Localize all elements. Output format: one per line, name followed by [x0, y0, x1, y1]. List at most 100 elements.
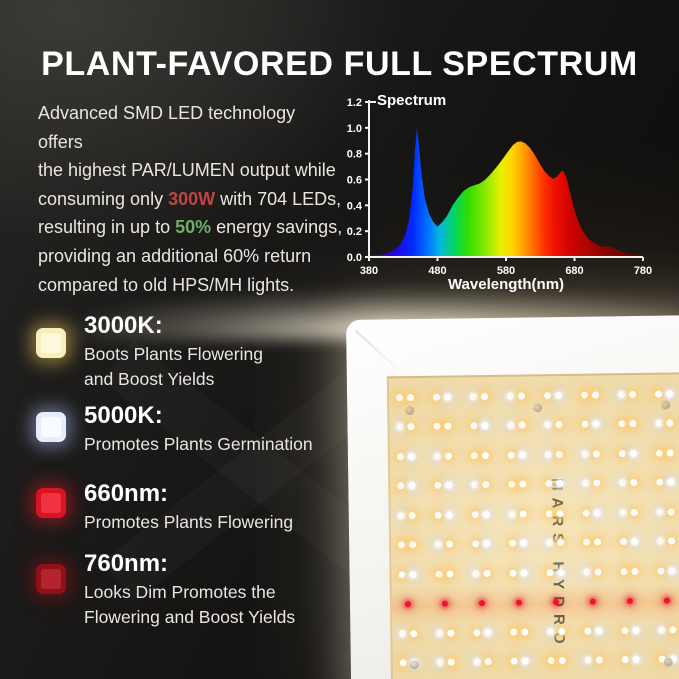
led-dot — [397, 511, 405, 519]
led-dot — [657, 567, 665, 575]
led-dot — [584, 627, 592, 635]
led-dot — [407, 452, 415, 460]
spectrum-curve — [369, 127, 643, 257]
led-dot — [435, 540, 443, 548]
led-dot — [582, 479, 590, 487]
led-dot — [445, 511, 453, 519]
led-dot — [555, 450, 563, 458]
led-dot — [518, 421, 526, 429]
led-dot — [630, 478, 638, 487]
led-dot — [555, 420, 563, 429]
led-dot — [433, 422, 441, 430]
led-dot — [632, 626, 640, 634]
led-dot — [396, 393, 404, 401]
led-dot — [581, 391, 589, 399]
led-dot — [618, 449, 626, 457]
led-dot — [435, 570, 443, 578]
led-dot — [544, 421, 552, 429]
led-dot — [470, 392, 478, 400]
led-dot — [436, 629, 444, 637]
led-dot — [509, 539, 517, 547]
spectrum-chart: Spectrum 380 480 580 680 780 0.0 0.2 0.4 0.6 0.8 1… — [341, 90, 671, 302]
led-dot — [545, 509, 553, 517]
led-dot — [668, 566, 676, 575]
led-dot — [546, 539, 554, 547]
led-dot — [408, 482, 416, 490]
led-dot — [592, 390, 600, 399]
led-dot — [409, 541, 417, 549]
led-dot — [547, 627, 555, 635]
intro-text: resulting in up to — [38, 217, 176, 238]
led-dot — [593, 508, 601, 517]
led-dot — [507, 421, 515, 429]
led-dot — [398, 570, 406, 578]
led-dot-red — [441, 600, 449, 607]
led-dot — [594, 538, 602, 546]
led-dot — [399, 629, 407, 637]
led-dot — [445, 481, 453, 489]
led-dot — [433, 452, 441, 460]
led-dot — [667, 507, 675, 516]
screw — [405, 406, 415, 416]
y-tick-label: 0.8 — [347, 149, 362, 161]
led-board: MARS HYDRO — [386, 371, 679, 679]
legend-text: 760nm: Looks Dim Promotes the Flowering … — [84, 550, 295, 630]
led-dot — [407, 393, 415, 401]
chart-title: Spectrum — [377, 92, 447, 109]
led-dot — [630, 508, 638, 516]
led-dot-red — [663, 597, 670, 604]
led-dot — [398, 541, 406, 549]
intro-line: consuming only 300W with 704 LEDs, — [38, 185, 343, 214]
led-dot — [472, 540, 480, 548]
led-dot — [410, 629, 418, 637]
led-dot — [656, 508, 664, 516]
led-dot-red — [552, 598, 559, 605]
led-dot — [444, 393, 452, 401]
led-dot — [557, 568, 565, 576]
screw — [533, 403, 543, 413]
led-dot — [470, 451, 478, 459]
led-dot — [655, 390, 663, 398]
y-tick-label: 0.6 — [347, 175, 362, 187]
led-dot — [667, 478, 675, 486]
led-dot — [399, 659, 407, 667]
led-dot — [658, 626, 666, 634]
led-dot — [447, 658, 455, 666]
led-dot — [668, 537, 676, 545]
x-tick-label: 780 — [634, 265, 652, 277]
led-dot — [621, 626, 629, 634]
led-dot — [593, 479, 601, 487]
led-dot — [482, 510, 490, 518]
led-dot — [669, 625, 677, 634]
brand-logo-text: MARS HYDRO — [548, 477, 568, 651]
intro-text: energy savings, — [211, 217, 343, 238]
x-tick-label: 480 — [428, 265, 446, 277]
led-dot — [434, 481, 442, 489]
led-dot — [544, 450, 552, 458]
red-led-band — [391, 581, 679, 627]
led-dot — [556, 479, 564, 488]
legend-text: 5000K: Promotes Plants Germination — [84, 402, 313, 457]
led-dot — [472, 569, 480, 577]
led-dot — [483, 569, 491, 577]
led-dot — [619, 479, 627, 487]
spectrum-plot: 380 480 580 680 780 0.0 0.2 0.4 0.6 0.8 1.0 1.2 — [347, 97, 652, 277]
led-dot — [558, 627, 566, 635]
intro-highlight: 300W — [168, 188, 216, 209]
led-dot — [519, 480, 527, 488]
led-dot — [510, 657, 518, 665]
led-dot — [444, 422, 452, 430]
legend-heading: 660nm: — [84, 480, 169, 507]
y-tick-label: 0.0 — [347, 252, 362, 264]
legend-description: Promotes Plants Flowering — [84, 512, 294, 532]
led-dot — [397, 482, 405, 490]
led-swatch-760nm — [36, 564, 66, 594]
intro-line: providing an additional 60% return — [38, 242, 343, 271]
led-dot — [473, 628, 481, 636]
led-dot — [481, 422, 489, 430]
x-tick-label: 580 — [497, 265, 515, 277]
x-tick-label: 380 — [360, 265, 378, 277]
led-dot-red — [589, 598, 596, 605]
led-dot — [666, 448, 674, 457]
